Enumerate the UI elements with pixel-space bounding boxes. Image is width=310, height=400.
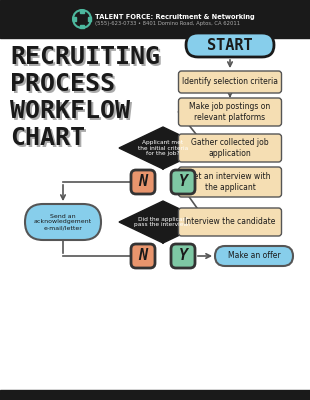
Bar bbox=[80, 25, 84, 28]
Text: (555)-623-0733 • 8401 Domino Road, Aptos, CA 62011: (555)-623-0733 • 8401 Domino Road, Aptos… bbox=[95, 20, 240, 26]
Text: CHART: CHART bbox=[10, 126, 85, 150]
Text: Identify selection criteria: Identify selection criteria bbox=[182, 78, 278, 86]
Text: PROCESS: PROCESS bbox=[12, 74, 117, 98]
Text: WORKFLOW: WORKFLOW bbox=[10, 99, 130, 123]
Text: CHART: CHART bbox=[12, 128, 87, 152]
Text: Send an
acknowledgement
e-mail/letter: Send an acknowledgement e-mail/letter bbox=[34, 214, 92, 230]
Text: Y: Y bbox=[179, 248, 188, 264]
FancyBboxPatch shape bbox=[25, 204, 101, 240]
Text: Interview the candidate: Interview the candidate bbox=[184, 218, 276, 226]
Text: Y: Y bbox=[179, 174, 188, 190]
Text: Make an offer: Make an offer bbox=[228, 252, 280, 260]
Text: Set an interview with
the applicant: Set an interview with the applicant bbox=[189, 172, 271, 192]
FancyBboxPatch shape bbox=[186, 33, 274, 57]
FancyBboxPatch shape bbox=[131, 244, 155, 268]
Text: N: N bbox=[139, 174, 148, 190]
FancyBboxPatch shape bbox=[215, 246, 293, 266]
FancyBboxPatch shape bbox=[179, 71, 281, 93]
FancyBboxPatch shape bbox=[131, 170, 155, 194]
FancyBboxPatch shape bbox=[179, 167, 281, 197]
Polygon shape bbox=[119, 127, 207, 169]
Polygon shape bbox=[119, 201, 207, 243]
FancyBboxPatch shape bbox=[179, 134, 281, 162]
Text: START: START bbox=[207, 38, 253, 52]
Text: RECRUITING: RECRUITING bbox=[12, 47, 162, 71]
FancyBboxPatch shape bbox=[171, 170, 195, 194]
Text: Gather collected job
application: Gather collected job application bbox=[191, 138, 269, 158]
Text: Applicant met
the initial criteria
for the job?: Applicant met the initial criteria for t… bbox=[138, 140, 188, 156]
Bar bbox=[73, 17, 76, 21]
Bar bbox=[80, 10, 84, 13]
Bar bbox=[0, 390, 310, 400]
Text: Make job postings on
relevant platforms: Make job postings on relevant platforms bbox=[189, 102, 271, 122]
Bar bbox=[0, 0, 310, 38]
FancyBboxPatch shape bbox=[179, 208, 281, 236]
Bar bbox=[88, 17, 91, 21]
FancyBboxPatch shape bbox=[179, 98, 281, 126]
Text: WORKFLOW: WORKFLOW bbox=[12, 101, 132, 125]
Text: RECRUITING: RECRUITING bbox=[10, 45, 160, 69]
Text: TALENT FORCE: Recruitment & Networking: TALENT FORCE: Recruitment & Networking bbox=[95, 14, 255, 20]
FancyBboxPatch shape bbox=[171, 244, 195, 268]
Text: N: N bbox=[139, 248, 148, 264]
Text: PROCESS: PROCESS bbox=[10, 72, 115, 96]
Text: Did the applicant
pass the interview?: Did the applicant pass the interview? bbox=[134, 217, 192, 227]
